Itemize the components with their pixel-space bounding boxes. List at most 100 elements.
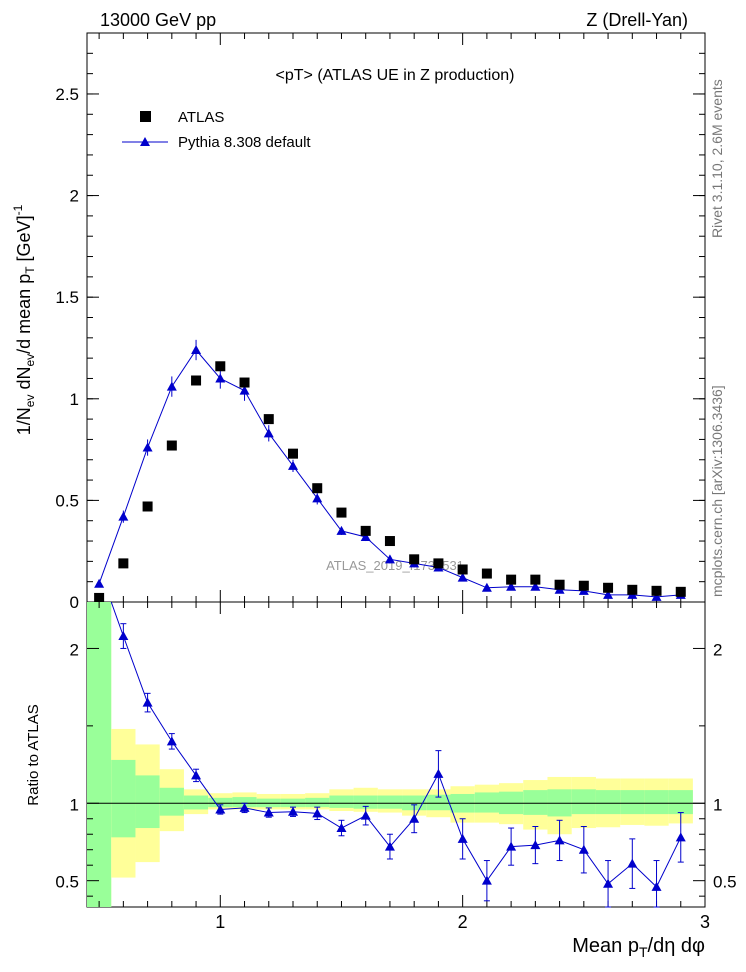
legend-pythia-marker — [140, 137, 150, 146]
xtick-label: 1 — [215, 912, 225, 932]
ratio-point — [384, 841, 395, 851]
mc-point — [118, 511, 129, 521]
ratio-point — [554, 835, 565, 845]
ratio-panel: 0.5 0.5 1 1 2 2 1 2 3 Ratio to ATLAS Mean pT/dη … — [25, 601, 737, 960]
ratio-point — [457, 833, 468, 843]
mc-point — [263, 428, 274, 438]
main-title: <pT> (ATLAS UE in Z production) — [276, 67, 515, 84]
band-inner — [329, 795, 354, 808]
legend-atlas-label: ATLAS — [178, 109, 224, 126]
main-ytick-label: 1.5 — [55, 288, 79, 307]
mc-point — [384, 554, 395, 564]
band-inner — [305, 797, 330, 808]
band-inner — [571, 789, 596, 815]
atlas-point — [554, 579, 565, 590]
mc-point — [239, 385, 250, 395]
band-inner — [232, 797, 257, 808]
atlas-point — [481, 568, 492, 579]
ratio-ylabel: Ratio to ATLAS — [25, 704, 42, 805]
atlas-point — [94, 592, 105, 603]
main-frame — [86, 32, 706, 603]
legend-pythia-label: Pythia 8.308 default — [178, 134, 311, 151]
band-inner — [595, 790, 621, 815]
mc-point — [191, 345, 202, 355]
band-inner — [159, 787, 184, 816]
mc-point — [457, 572, 468, 582]
ratio-point — [118, 631, 129, 641]
band-inner — [523, 790, 548, 815]
atlas-point — [288, 448, 298, 459]
ratio-point — [651, 881, 662, 891]
main-ytick-label: 2 — [70, 187, 79, 206]
mc-point — [481, 582, 492, 592]
ratio-point — [603, 878, 614, 888]
xtick-label: 2 — [458, 912, 468, 932]
ratio-point — [433, 768, 444, 778]
legend: ATLAS Pythia 8.308 default — [122, 109, 311, 151]
ratio-point — [409, 813, 420, 823]
atlas-point — [651, 585, 662, 596]
atlas-point — [603, 582, 614, 593]
band-inner — [111, 759, 136, 838]
main-ylabel: 1/Nev dNev/d mean pT [GeV]-1 — [11, 204, 37, 435]
atlas-point — [627, 584, 638, 595]
ratio-point — [166, 736, 177, 746]
atlas-point — [675, 586, 686, 597]
ratio-ytick-label-right: 2 — [713, 640, 722, 659]
mc-point — [651, 591, 662, 601]
atlas-point — [191, 375, 202, 386]
band-inner — [426, 794, 451, 811]
mc-point — [530, 581, 541, 591]
ratio-point — [675, 832, 686, 842]
watermark: ATLAS_2019_I1736531 — [326, 558, 464, 573]
atlas-point — [118, 558, 129, 569]
ratio-axis-ticks: 0.5 0.5 1 1 2 2 1 2 3 — [55, 602, 737, 932]
ratio-point — [239, 802, 250, 812]
mc-point — [312, 493, 323, 503]
mc-point — [336, 525, 347, 535]
header-right: Z (Drell-Yan) — [586, 10, 688, 30]
ratio-point — [530, 840, 541, 850]
ratio-point — [360, 810, 371, 820]
atlas-point — [263, 414, 274, 425]
band-inner — [87, 602, 112, 907]
ratio-frame — [86, 601, 706, 908]
mc-point — [360, 531, 371, 541]
ratio-ytick-label-right: 0.5 — [713, 873, 737, 892]
ratio-point — [191, 770, 202, 780]
atlas-point — [530, 574, 541, 585]
mc-point — [215, 373, 226, 383]
band-inner — [474, 792, 499, 813]
band-inner — [208, 797, 233, 808]
xtick-label: 3 — [700, 912, 710, 932]
ratio-point — [288, 806, 298, 816]
atlas-point — [360, 525, 371, 536]
ratio-point — [627, 858, 638, 868]
main-ytick-label: 2.5 — [55, 85, 79, 104]
ratio-ytick-label: 0.5 — [55, 873, 79, 892]
band-inner — [183, 795, 209, 810]
mc-point — [94, 578, 105, 588]
ratio-ytick-label: 2 — [70, 640, 79, 659]
legend-atlas-marker — [140, 111, 151, 122]
mc-point — [603, 589, 614, 599]
atlas-point — [578, 580, 589, 591]
xlabel: Mean pT/dη dφ — [572, 935, 705, 960]
atlas-point — [142, 501, 153, 512]
ratio-bands — [87, 602, 693, 907]
band-inner — [135, 775, 160, 829]
header-left: 13000 GeV pp — [100, 10, 216, 30]
ratio-point — [312, 808, 323, 818]
ratio-point — [336, 823, 347, 833]
main-panel: 0 0.5 1 1.5 2 2.5 <pT> (ATLAS UE in Z product… — [11, 32, 706, 612]
main-ytick-label: 0.5 — [55, 491, 79, 510]
main-ytick-label: 0 — [70, 593, 79, 612]
ratio-point — [142, 697, 153, 707]
rivet-label: Rivet 3.1.10, 2.6M events — [709, 79, 725, 238]
atlas-point — [215, 361, 226, 372]
band-inner — [644, 790, 669, 815]
ratio-point — [263, 807, 274, 817]
atlas-point — [457, 564, 468, 575]
mc-point — [288, 460, 298, 470]
